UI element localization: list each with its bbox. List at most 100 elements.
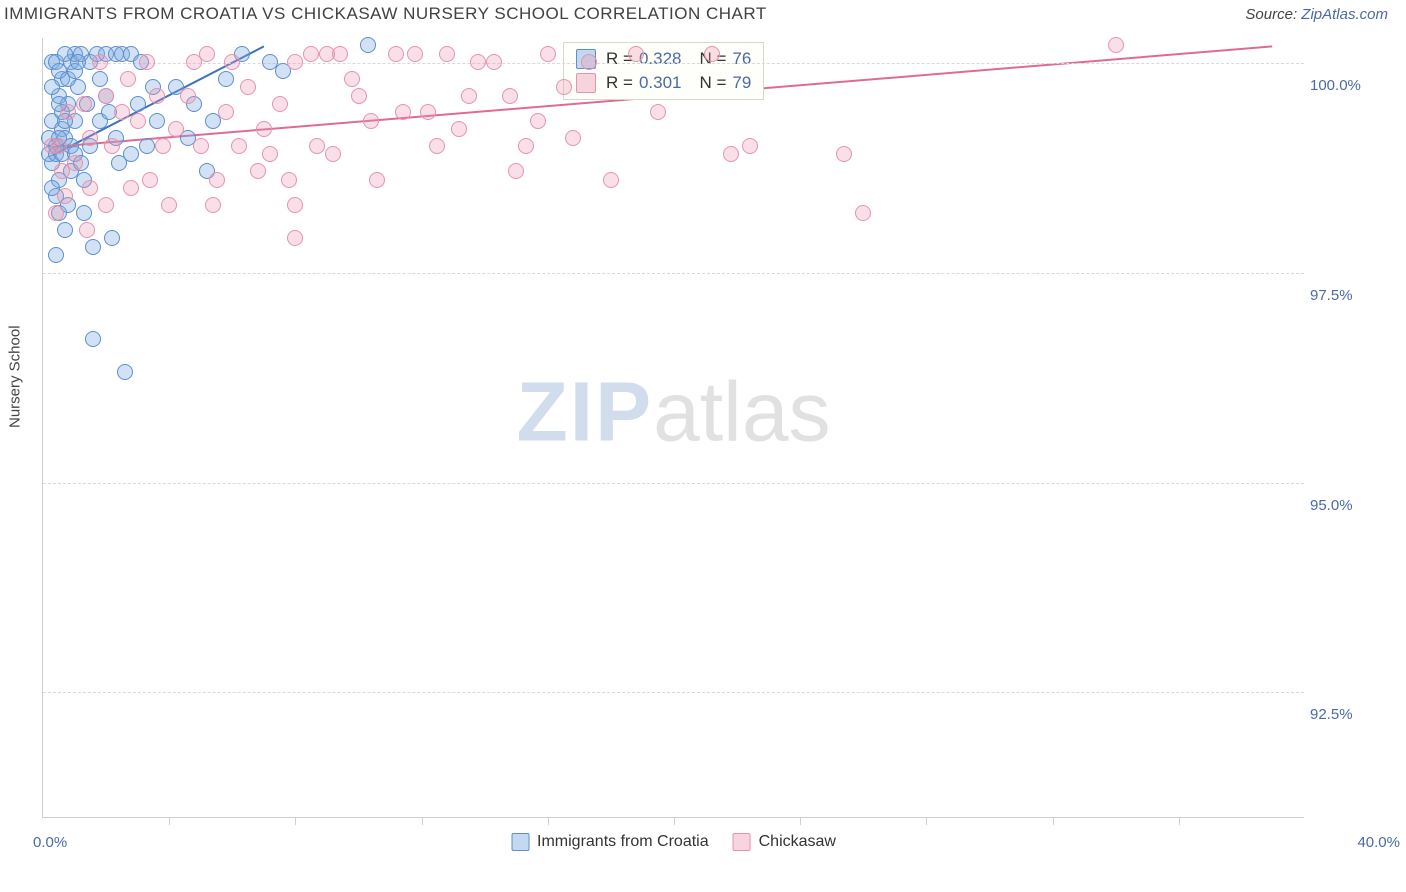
data-point [130,96,146,112]
gridline [43,273,1304,274]
data-point [581,54,597,70]
source-link[interactable]: ZipAtlas.com [1301,6,1388,23]
gridline [43,692,1304,693]
legend-row: R = 0.328N = 76 [576,47,751,71]
x-tick [674,817,675,825]
data-point [70,54,86,70]
data-point [309,138,325,154]
data-point [540,46,556,62]
data-point [486,54,502,70]
y-tick-label: 92.5% [1310,706,1390,723]
data-point [344,71,360,87]
data-point [369,172,385,188]
chart-source: Source: ZipAtlas.com [1245,6,1388,23]
watermark: ZIPatlas [516,363,830,460]
data-point [742,138,758,154]
x-tick [1179,817,1180,825]
data-point [530,113,546,129]
data-point [281,172,297,188]
data-point [287,230,303,246]
y-tick-label: 100.0% [1310,77,1390,94]
data-point [218,71,234,87]
data-point [114,104,130,120]
data-point [104,230,120,246]
data-point [48,247,64,263]
x-tick [1053,817,1054,825]
data-point [650,104,666,120]
data-point [85,331,101,347]
data-point [360,37,376,53]
data-point [76,96,92,112]
data-point [155,138,171,154]
data-point [76,205,92,221]
data-point [518,138,534,154]
data-point [130,113,146,129]
plot-area: Nursery School ZIPatlas R = 0.328N = 76R… [42,38,1304,818]
y-tick-label: 97.5% [1310,287,1390,304]
data-point [508,163,524,179]
data-point [123,180,139,196]
data-point [117,364,133,380]
data-point [85,239,101,255]
data-point [82,180,98,196]
data-point [139,138,155,154]
data-point [57,222,73,238]
data-point [407,46,423,62]
data-point [723,146,739,162]
data-point [79,222,95,238]
data-point [420,104,436,120]
data-point [351,88,367,104]
data-point [451,121,467,137]
data-point [461,88,477,104]
data-point [48,205,64,221]
data-point [704,46,720,62]
data-point [149,88,165,104]
data-point [287,197,303,213]
chart-container: Nursery School ZIPatlas R = 0.328N = 76R… [0,28,1406,858]
data-point [142,172,158,188]
data-point [287,54,303,70]
data-point [250,163,266,179]
data-point [603,172,619,188]
data-point [193,138,209,154]
data-point [240,79,256,95]
data-point [149,113,165,129]
data-point [262,146,278,162]
data-point [363,113,379,129]
data-point [44,79,60,95]
data-point [209,172,225,188]
data-point [104,138,120,154]
data-point [139,54,155,70]
data-point [256,121,272,137]
data-point [429,138,445,154]
data-point [439,46,455,62]
x-axis-max-label: 40.0% [1357,834,1400,851]
data-point [205,197,221,213]
x-tick [926,817,927,825]
data-point [325,146,341,162]
data-point [98,197,114,213]
data-point [1108,37,1124,53]
data-point [565,130,581,146]
data-point [199,46,215,62]
data-point [54,163,70,179]
data-point [60,104,76,120]
data-point [628,46,644,62]
data-point [231,138,247,154]
x-tick [548,817,549,825]
chart-header: IMMIGRANTS FROM CROATIA VS CHICKASAW NUR… [0,0,1406,28]
y-axis-label: Nursery School [7,325,24,428]
legend-swatch [576,73,596,93]
data-point [120,71,136,87]
x-tick [169,817,170,825]
series-legend: Immigrants from CroatiaChickasaw [511,833,836,851]
data-point [161,197,177,213]
data-point [123,146,139,162]
data-point [82,130,98,146]
data-point [218,104,234,120]
data-point [224,54,240,70]
data-point [92,71,108,87]
stats-legend-box: R = 0.328N = 76R = 0.301N = 79 [563,42,764,100]
data-point [98,88,114,104]
data-point [556,79,572,95]
